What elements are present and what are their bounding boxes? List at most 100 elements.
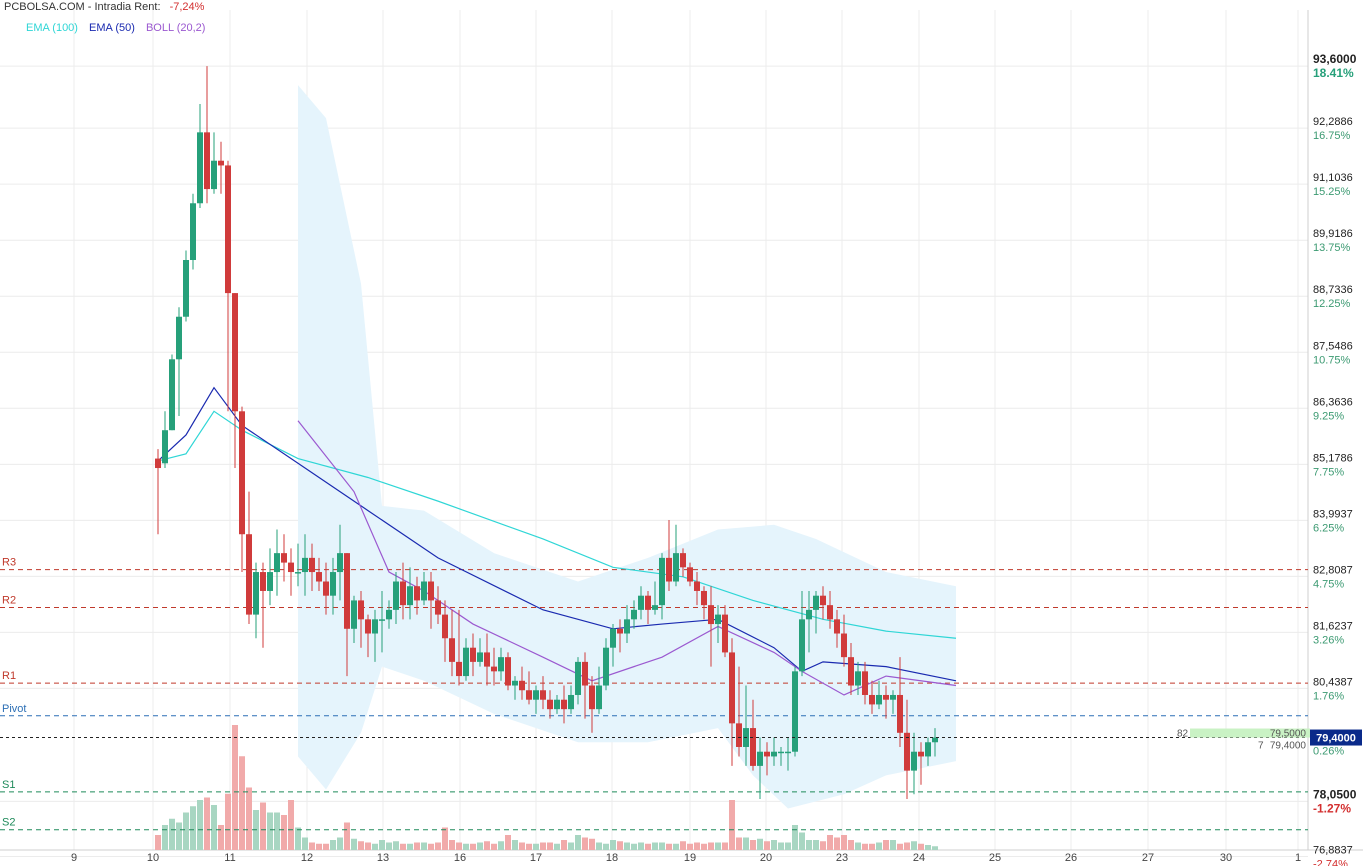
volume-bar <box>512 840 518 850</box>
candle-body <box>841 633 847 658</box>
candle-body <box>540 690 546 700</box>
candle-body <box>372 619 378 634</box>
volume-bar <box>190 806 196 850</box>
volume-bar <box>428 843 434 850</box>
volume-bar <box>162 825 168 850</box>
volume-bar <box>708 842 714 850</box>
candle-body <box>323 581 329 596</box>
date-tick-0: 9 <box>71 852 77 864</box>
volume-bar <box>463 843 469 850</box>
volume-bar <box>813 840 819 850</box>
candle-body <box>512 680 518 686</box>
candle-body <box>918 751 924 757</box>
volume-bar <box>841 835 847 850</box>
candle-body <box>253 572 259 615</box>
volume-bar <box>281 815 287 850</box>
volume-bar <box>806 840 812 850</box>
date-tick-9: 20 <box>760 852 772 864</box>
candle-body <box>820 595 826 606</box>
candle-body <box>365 619 371 634</box>
legend-ema100[interactable]: EMA (100) <box>26 22 78 34</box>
level-label-r1: R1 <box>2 670 16 682</box>
volume-bar <box>176 822 182 850</box>
volume-bar <box>855 842 861 850</box>
legend-ema50[interactable]: EMA (50) <box>89 22 135 34</box>
volume-bar <box>561 840 567 850</box>
pct-tick-3: 13.75% <box>1313 242 1351 254</box>
candle-body <box>309 557 315 573</box>
pct-tick-1: 16.75% <box>1313 130 1351 142</box>
volume-bar <box>582 837 588 850</box>
pct-tick-9: 4.75% <box>1313 578 1344 590</box>
volume-bar <box>890 840 896 850</box>
price-tick-13: 76,8837 <box>1313 845 1353 857</box>
volume-bar <box>386 842 392 850</box>
candle-body <box>589 685 595 710</box>
volume-bar <box>659 842 665 850</box>
bid-highlight <box>1190 728 1310 738</box>
candle-body <box>435 600 441 615</box>
candle-body <box>771 751 777 757</box>
volume-bar <box>246 787 252 850</box>
volume-bar <box>365 842 371 850</box>
price-tick-11: 80,4387 <box>1313 676 1353 688</box>
candle-body <box>617 628 623 634</box>
candle-body <box>645 595 651 610</box>
date-tick-7: 18 <box>606 852 618 864</box>
volume-bar <box>260 802 266 850</box>
candle-body <box>610 628 616 648</box>
volume-bar <box>337 837 343 850</box>
candle-body <box>281 553 287 563</box>
date-axis: 9 10 11 12 13 16 17 18 19 20 23 24 25 26 27 30 1 <box>71 852 1301 864</box>
candle-body <box>337 553 343 573</box>
candle-body <box>176 316 182 360</box>
candle-body <box>911 751 917 771</box>
date-tick-4: 13 <box>377 852 389 864</box>
candle-body <box>449 638 455 662</box>
candle-body <box>456 661 462 677</box>
candle-body <box>855 671 861 686</box>
pct-tick-7: 7.75% <box>1313 466 1344 478</box>
pct-tick-12: -1.27% <box>1313 801 1351 815</box>
price-tick-12: 78,0500 <box>1313 787 1357 801</box>
candle-body <box>666 557 672 582</box>
candle-body <box>358 600 364 620</box>
candle-body <box>547 699 553 710</box>
volume-bar <box>687 843 693 850</box>
volume-bar <box>414 842 420 850</box>
candle-body <box>799 619 805 672</box>
legend-boll[interactable]: BOLL (20,2) <box>145 22 206 34</box>
volume-bar <box>393 841 399 850</box>
candle-body <box>477 652 483 662</box>
volume-bar <box>652 842 658 850</box>
volume-bar <box>435 842 441 850</box>
candle-body <box>162 430 168 464</box>
volume-bar <box>519 842 525 850</box>
candle-body <box>204 132 210 190</box>
pct-tick-5: 10.75% <box>1313 354 1351 366</box>
level-label-r3: R3 <box>2 557 16 569</box>
candle-body <box>169 359 175 431</box>
volume-bar <box>785 842 791 850</box>
candle-body <box>729 652 735 724</box>
volume-bar <box>694 842 700 850</box>
candle-body <box>869 694 875 705</box>
volume-bar <box>197 800 203 850</box>
date-tick-11: 24 <box>913 852 925 864</box>
candle-body <box>400 581 406 606</box>
volume-bar <box>701 843 707 850</box>
volume-bar <box>239 756 245 850</box>
pct-tick-4: 12.25% <box>1313 298 1351 310</box>
volume-bar <box>764 841 770 850</box>
date-tick-2: 11 <box>224 852 235 864</box>
volume-bar <box>568 842 574 850</box>
candle-body <box>897 694 903 733</box>
date-tick-12: 25 <box>989 852 1001 864</box>
candle-body <box>736 723 742 747</box>
date-tick-16: 1 <box>1295 852 1301 864</box>
volume-bar <box>372 843 378 850</box>
price-tick-3: 89,9186 <box>1313 228 1353 240</box>
volume-bar <box>743 837 749 850</box>
